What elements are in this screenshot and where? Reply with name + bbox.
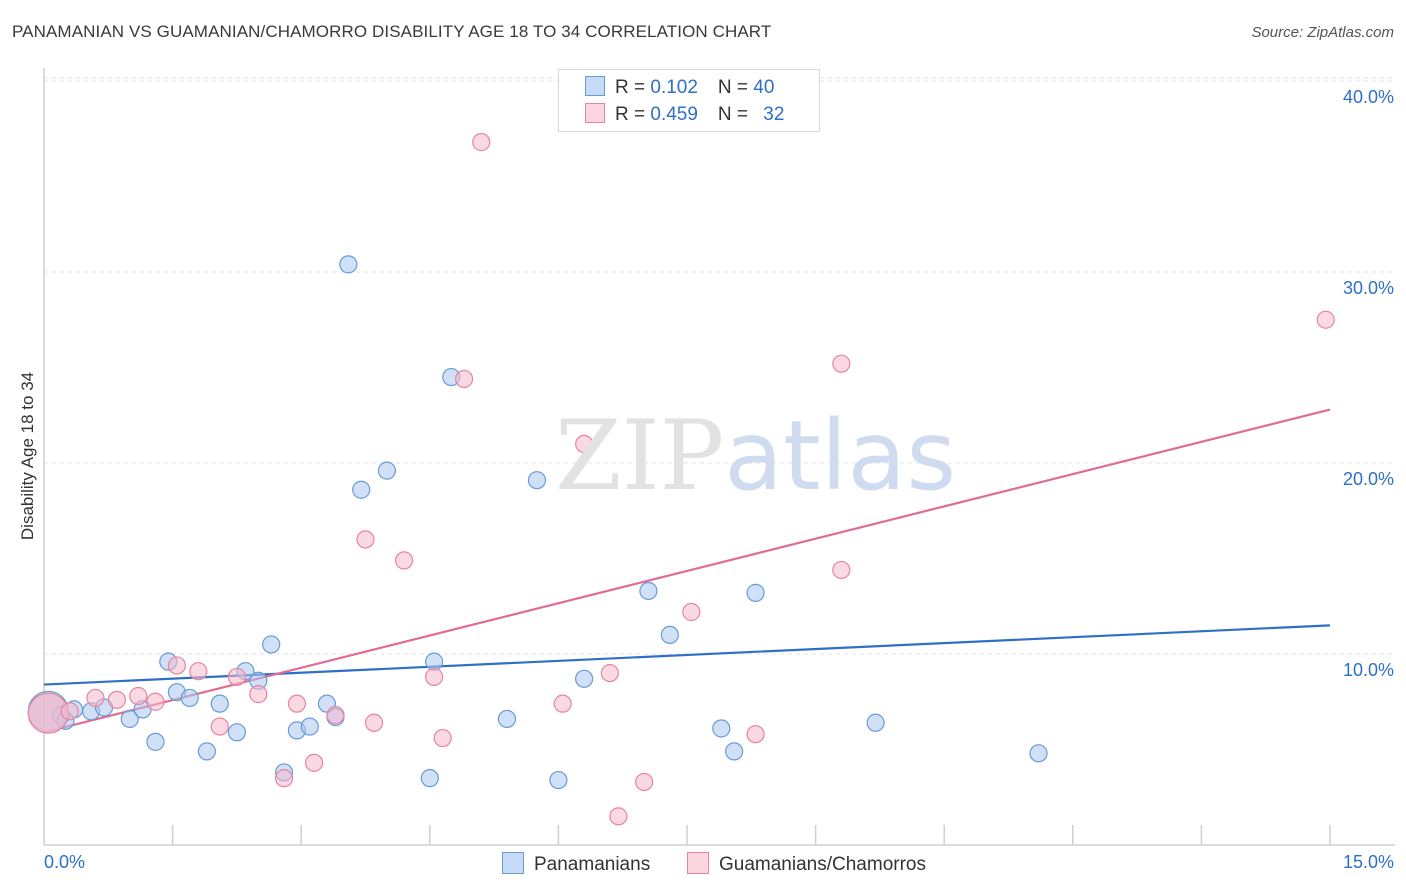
source-label: Source: ZipAtlas.com — [1251, 24, 1394, 41]
watermark-zip: ZIP — [555, 400, 725, 512]
point-guamanian — [424, 667, 444, 687]
point-guamanian — [832, 560, 851, 580]
point-panamanian — [377, 461, 397, 480]
y-tick-label-40: 40.0% — [1342, 87, 1394, 107]
point-guamanian — [356, 530, 375, 549]
legend-label-panamanians: Panamanians — [534, 854, 651, 875]
point-guamanian — [433, 728, 452, 748]
point-guamanian — [167, 656, 186, 675]
point-guamanian — [287, 694, 307, 713]
watermark-atlas: atlas — [724, 400, 957, 512]
point-panamanian — [497, 709, 517, 729]
point-guamanian — [107, 690, 126, 709]
point-guamanian — [274, 769, 294, 788]
point-guamanian — [600, 663, 619, 683]
legend-r-value: 0.459 — [650, 104, 698, 125]
point-guamanian — [832, 354, 851, 373]
chart-title: PANAMANIAN VS GUAMANIAN/CHAMORRO DISABIL… — [12, 22, 772, 41]
legend-n-label: N = — [717, 104, 754, 125]
legend-r-value: 0.102 — [650, 77, 698, 98]
point-panamanian — [180, 688, 199, 708]
legend-n-value: 40 — [753, 77, 775, 98]
point-guamanian — [146, 692, 165, 711]
point-guamanian — [304, 753, 324, 772]
point-guamanian — [129, 686, 148, 706]
point-guamanian — [60, 702, 79, 721]
point-guamanian — [682, 602, 701, 622]
point-panamanian — [210, 694, 229, 713]
y-tick-label-30: 30.0% — [1342, 278, 1394, 298]
data-points — [27, 133, 1335, 826]
point-guamanian — [364, 713, 384, 732]
point-guamanian — [249, 685, 268, 704]
x-tick-label-min: 0.0% — [44, 852, 86, 872]
point-panamanian — [146, 732, 165, 751]
point-panamanian — [300, 717, 319, 736]
point-panamanian — [712, 719, 731, 738]
legend-n-label: N = — [717, 77, 754, 98]
point-guamanian — [575, 434, 594, 453]
point-guamanian — [210, 717, 229, 736]
legend-guamanians: Guamanians/Chamorros — [687, 852, 926, 876]
legend-row-panamanians: R = 0.102 N = 40 — [585, 76, 774, 99]
stats-legend: R = 0.102 N = 40 R = 0.459 N = 32 — [558, 69, 820, 132]
point-guamanian — [553, 694, 572, 713]
point-guamanian — [189, 662, 208, 681]
legend-r-label: R = — [615, 104, 651, 125]
point-guamanian — [746, 725, 765, 744]
y-axis-label: Disability Age 18 to 34 — [18, 371, 37, 541]
point-guamanian — [454, 369, 474, 389]
legend-swatch-blue — [585, 76, 605, 96]
point-panamanian — [227, 723, 246, 742]
point-guamanian — [472, 133, 491, 152]
point-guamanian — [609, 807, 628, 826]
legend-row-guamanians: R = 0.459 N = 32 — [585, 103, 784, 126]
point-guamanian — [86, 688, 105, 708]
legend-swatch-blue — [502, 852, 524, 874]
legend-r-label: R = — [615, 77, 651, 98]
point-panamanian — [420, 769, 439, 788]
point-panamanian — [197, 742, 216, 761]
y-tick-label-20: 20.0% — [1342, 469, 1394, 489]
legend-swatch-pink — [585, 103, 605, 123]
y-tick-label-10: 10.0% — [1342, 660, 1394, 680]
point-panamanian — [527, 471, 547, 490]
point-panamanian — [639, 581, 658, 601]
point-panamanian — [424, 652, 444, 671]
point-guamanian — [1316, 310, 1335, 329]
point-guamanian — [326, 706, 345, 725]
point-panamanian — [262, 635, 281, 654]
point-panamanian — [746, 583, 765, 602]
legend-panamanians: Panamanians — [502, 852, 650, 876]
point-guamanian — [394, 551, 414, 570]
gridlines — [44, 77, 1395, 655]
x-tick-label-max: 15.0% — [1342, 852, 1394, 872]
legend-label-guamanians: Guamanians/Chamorros — [719, 854, 926, 875]
point-panamanian — [575, 669, 594, 688]
watermark: ZIPatlas — [555, 400, 956, 512]
point-panamanian — [660, 625, 679, 645]
point-guamanian — [635, 772, 654, 792]
point-guamanian — [227, 667, 246, 687]
point-panamanian — [352, 480, 371, 499]
point-panamanian — [120, 709, 139, 729]
point-panamanian — [866, 713, 885, 732]
legend-n-value: 32 — [763, 104, 785, 125]
point-panamanian — [725, 742, 744, 761]
legend-swatch-pink — [687, 852, 709, 874]
point-panamanian — [549, 770, 568, 790]
point-panamanian — [339, 255, 358, 274]
point-panamanian — [1029, 744, 1048, 763]
